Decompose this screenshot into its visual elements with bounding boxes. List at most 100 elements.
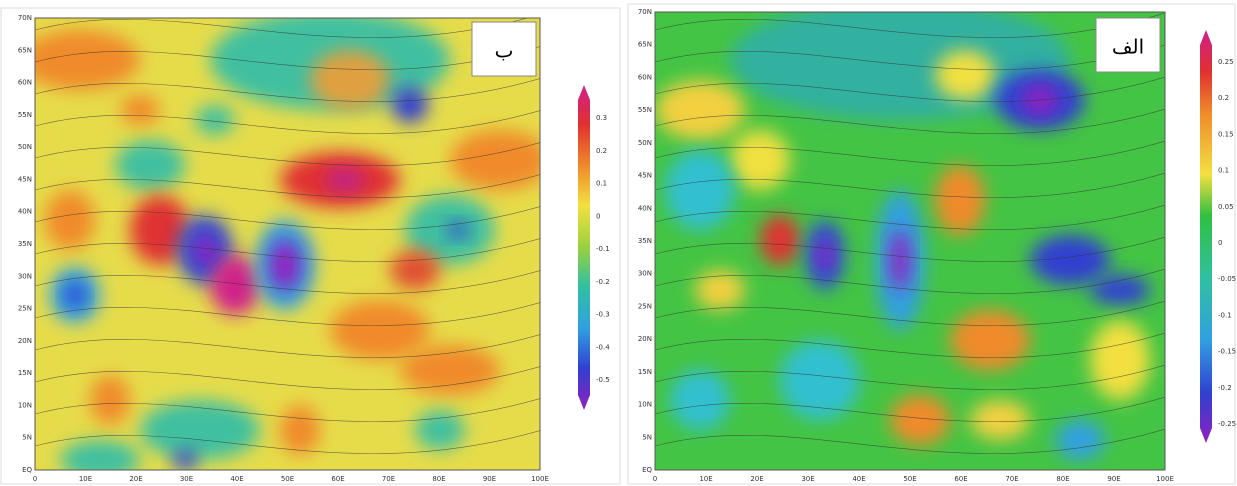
field-blob (935, 165, 985, 235)
field-blob (670, 370, 730, 430)
field-blob (950, 310, 1030, 370)
y-tick-label: 10N (638, 401, 652, 409)
field-blob (390, 250, 440, 290)
field-blob (310, 50, 390, 110)
x-tick-label: 40E (230, 475, 243, 483)
y-tick-label: 55N (18, 111, 32, 119)
contour-line (655, 428, 1165, 454)
colorbar-label: 0 (596, 212, 600, 220)
field-blob (1090, 275, 1150, 305)
x-tick-label: 40E (852, 475, 865, 483)
field-blob (65, 283, 85, 307)
x-tick-label: 100E (1156, 475, 1174, 483)
x-tick-label: 80E (432, 475, 445, 483)
y-tick-label: 15N (18, 369, 32, 377)
colorbar-label: -0.15 (1218, 348, 1236, 356)
x-tick-label: 60E (331, 475, 344, 483)
colorbar-label: -0.4 (596, 343, 610, 351)
y-tick-label: 30N (638, 270, 652, 278)
y-tick-label: 40N (18, 208, 32, 216)
contour-line (35, 398, 540, 422)
field-blob (1090, 320, 1150, 400)
y-tick-label: 55N (638, 106, 652, 114)
contour-line (35, 18, 529, 38)
field-blob (415, 410, 465, 450)
y-tick-label: 30N (18, 272, 32, 280)
field-blob (448, 222, 468, 238)
y-tick-label: 40N (638, 204, 652, 212)
x-tick-label: 30E (801, 475, 814, 483)
colorbar-label: -0.3 (596, 311, 610, 319)
field-blob (269, 240, 301, 290)
field-blob (665, 150, 735, 230)
contour-line (655, 76, 1165, 102)
y-tick-label: 5N (642, 433, 652, 441)
field-blob (450, 130, 540, 190)
map-frame (654, 11, 1166, 471)
y-tick-label: 60N (638, 73, 652, 81)
contour-line (655, 140, 1165, 166)
field-blob (890, 230, 910, 290)
field-blob (760, 215, 800, 265)
x-tick-label: 10E (699, 475, 712, 483)
field-blob (90, 375, 130, 425)
field-blob (330, 300, 430, 360)
y-tick-label: 50N (18, 143, 32, 151)
field-blob (173, 450, 197, 470)
contour-line (655, 236, 1165, 262)
field-blob (400, 345, 500, 395)
field-blob (193, 235, 217, 265)
x-tick-label: 90E (483, 475, 496, 483)
field-blob (695, 270, 745, 310)
field-blob (890, 395, 950, 445)
contour-line (655, 44, 1165, 70)
y-tick-label: 70N (638, 8, 652, 16)
x-tick-label: 80E (1056, 475, 1069, 483)
field-blob (115, 140, 185, 190)
panel-frame (0, 7, 621, 485)
y-tick-label: 65N (638, 41, 652, 49)
field-blob (780, 340, 860, 420)
colorbar-label: 0.3 (596, 114, 607, 122)
colorbar-label: -0.25 (1218, 420, 1236, 428)
contour-line (35, 366, 540, 390)
colorbar-label: -0.2 (1218, 384, 1232, 392)
y-tick-label: 35N (638, 237, 652, 245)
x-tick-label: 0 (33, 475, 37, 483)
field-blob (140, 400, 260, 460)
x-tick-label: 0 (653, 475, 657, 483)
y-tick-label: 60N (18, 79, 32, 87)
map-frame (34, 17, 541, 471)
contour-line (35, 238, 540, 262)
panel-label-box (471, 21, 537, 77)
panel-label: الف (1112, 35, 1144, 59)
field-blob (45, 190, 95, 250)
y-tick-label: 10N (18, 401, 32, 409)
x-tick-label: 50E (903, 475, 916, 483)
colorbar (578, 85, 590, 410)
map (35, 18, 540, 470)
x-tick-label: 10E (79, 475, 92, 483)
contour-line (35, 110, 540, 134)
y-tick-label: 20N (638, 335, 652, 343)
y-tick-label: 25N (638, 302, 652, 310)
contour-line (655, 364, 1165, 390)
field-blob (120, 95, 160, 125)
x-tick-label: 60E (954, 475, 967, 483)
y-tick-label: 65N (18, 46, 32, 54)
contour-line (655, 12, 1165, 38)
colorbar-label: -0.1 (1218, 311, 1232, 319)
contour-line (655, 396, 1165, 422)
y-tick-label: 15N (638, 368, 652, 376)
colorbar-label: -0.2 (596, 278, 610, 286)
field-blob (280, 405, 320, 455)
contour-line (35, 46, 540, 70)
contour-line (35, 142, 540, 166)
y-tick-label: EQ (642, 466, 652, 474)
y-tick-label: 35N (18, 240, 32, 248)
colorbar-label: 0.25 (1218, 58, 1234, 66)
field-blob (970, 400, 1030, 440)
field-blob (730, 130, 790, 190)
panel-label: ب (495, 39, 514, 63)
